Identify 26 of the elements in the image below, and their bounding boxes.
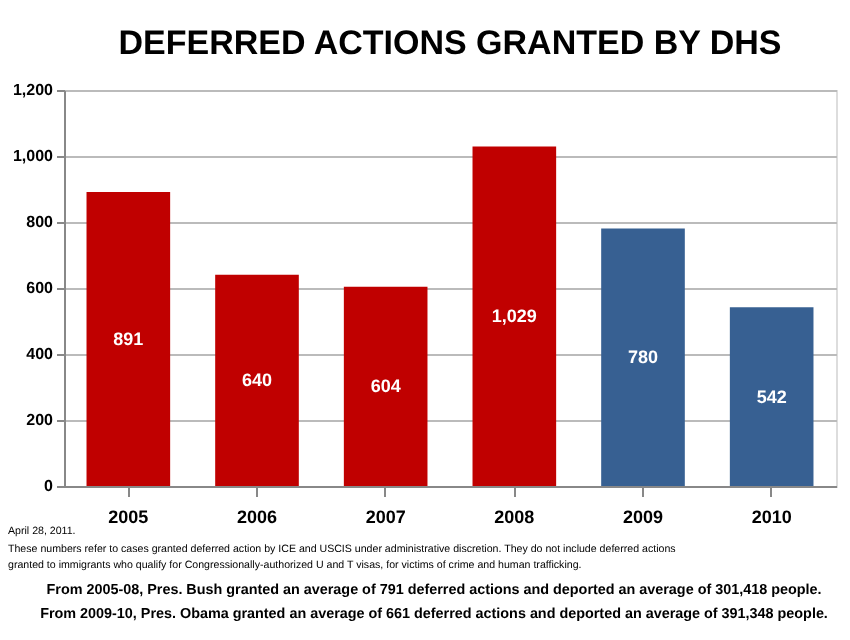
- y-tick-label: 800: [26, 213, 55, 231]
- x-tick-label: 2006: [236, 507, 278, 527]
- x-tick-label: 2005: [108, 507, 149, 527]
- data-label: 780: [627, 347, 659, 368]
- y-tick-label: 600: [26, 279, 55, 297]
- y-tick-label: 0: [44, 477, 55, 495]
- x-tick-label: 2010: [751, 507, 792, 527]
- data-label: 1,029: [491, 306, 537, 327]
- bar: [343, 286, 428, 486]
- x-tick-label: 2008: [494, 507, 535, 527]
- y-tick-label: 1,000: [12, 147, 55, 165]
- chart-title: DEFERRED ACTIONS GRANTED BY DHS: [118, 24, 782, 62]
- x-tick-label: 2007: [365, 507, 406, 527]
- y-tick-label: 1,200: [12, 81, 55, 99]
- y-tick-label: 200: [26, 411, 55, 429]
- bar: [729, 307, 814, 486]
- y-tick-label: 400: [26, 345, 55, 363]
- data-label: 542: [756, 386, 787, 407]
- bar: [601, 228, 685, 486]
- data-label: 640: [241, 370, 273, 391]
- bar: [472, 146, 557, 486]
- data-label: 891: [113, 328, 144, 349]
- x-tick-label: 2009: [622, 507, 664, 527]
- data-label: 604: [370, 376, 401, 397]
- bar: [86, 191, 171, 486]
- bar: [215, 274, 299, 486]
